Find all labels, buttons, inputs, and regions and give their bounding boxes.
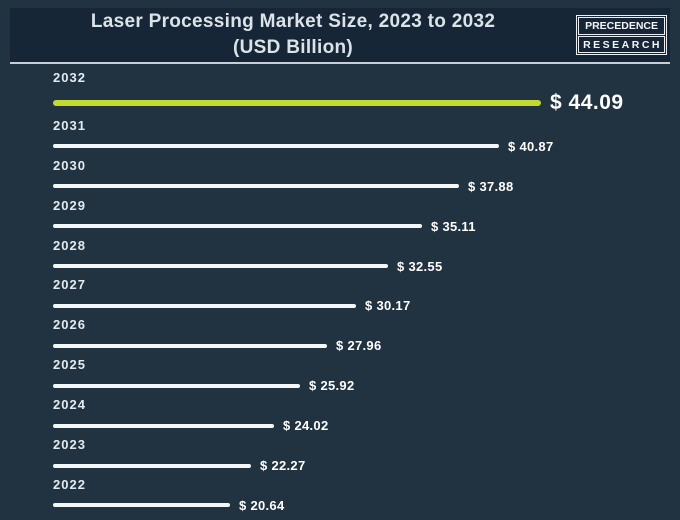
bar-line: $ 35.11 xyxy=(53,220,670,233)
value-label: $ 25.92 xyxy=(309,378,355,394)
chart-row-2023: 2023 $ 22.27 xyxy=(53,437,670,472)
value-label: $ 32.55 xyxy=(397,258,443,274)
year-label: 2028 xyxy=(53,237,86,253)
chart-header: Laser Processing Market Size, 2023 to 20… xyxy=(10,8,670,62)
chart-canvas: Laser Processing Market Size, 2023 to 20… xyxy=(0,8,680,520)
chart-rows: 2032 $ 44.09 2031 $ 40.87 2030 $ 37.88 2029 $ 3… xyxy=(53,70,670,512)
year-label: 2025 xyxy=(53,357,86,373)
year-label: 2030 xyxy=(53,157,86,173)
bar-line: $ 44.09 xyxy=(53,92,670,113)
chart-title: Laser Processing Market Size, 2023 to 20… xyxy=(10,9,576,60)
year-label: 2029 xyxy=(53,197,86,213)
bar-line: $ 25.92 xyxy=(53,379,670,392)
bar xyxy=(53,303,356,308)
precedence-research-logo: PRECEDENCE RESEARCH xyxy=(576,15,667,55)
value-label: $ 40.87 xyxy=(508,138,554,154)
bar xyxy=(53,343,327,348)
year-label: 2024 xyxy=(53,397,86,413)
chart-title-line2: (USD Billion) xyxy=(233,37,354,58)
value-label: $ 44.09 xyxy=(550,91,624,114)
bar xyxy=(53,463,251,468)
year-label: 2032 xyxy=(53,70,86,85)
year-label: 2023 xyxy=(53,437,86,453)
value-label: $ 37.88 xyxy=(468,178,514,194)
logo-line1: PRECEDENCE xyxy=(578,17,665,35)
value-label: $ 35.11 xyxy=(431,218,476,234)
value-label: $ 30.17 xyxy=(365,298,411,314)
bar-line: $ 27.96 xyxy=(53,339,670,352)
year-label: 2022 xyxy=(53,476,86,492)
chart-row-2032: 2032 $ 44.09 xyxy=(53,70,670,113)
bar xyxy=(53,423,274,428)
bar-line: $ 22.27 xyxy=(53,459,670,472)
bar-line: $ 40.87 xyxy=(53,140,670,153)
bar xyxy=(53,224,422,229)
bar xyxy=(53,383,300,388)
chart-row-2031: 2031 $ 40.87 xyxy=(53,118,670,153)
highlight-bar xyxy=(53,99,541,106)
chart-row-2025: 2025 $ 25.92 xyxy=(53,357,670,392)
value-label: $ 24.02 xyxy=(283,418,329,434)
chart-row-2024: 2024 $ 24.02 xyxy=(53,397,670,432)
bar-line: $ 20.64 xyxy=(53,499,670,512)
chart-row-2022: 2022 $ 20.64 xyxy=(53,477,670,512)
bar xyxy=(53,264,388,269)
year-label: 2031 xyxy=(53,117,86,133)
value-label: $ 20.64 xyxy=(239,497,285,513)
chart-row-2028: 2028 $ 32.55 xyxy=(53,238,670,273)
bar xyxy=(53,184,459,189)
bar xyxy=(53,144,499,149)
chart-row-2030: 2030 $ 37.88 xyxy=(53,158,670,193)
bar xyxy=(53,503,230,508)
chart-row-2026: 2026 $ 27.96 xyxy=(53,317,670,352)
value-label: $ 22.27 xyxy=(260,458,306,474)
value-label: $ 27.96 xyxy=(336,338,382,354)
bar-line: $ 32.55 xyxy=(53,260,670,273)
year-label: 2027 xyxy=(53,277,86,293)
header-separator-line xyxy=(10,62,670,64)
logo-line2: RESEARCH xyxy=(578,35,665,53)
bar-line: $ 30.17 xyxy=(53,299,670,312)
bar-line: $ 24.02 xyxy=(53,419,670,432)
bar-line: $ 37.88 xyxy=(53,180,670,193)
chart-row-2027: 2027 $ 30.17 xyxy=(53,277,670,312)
chart-title-line1: Laser Processing Market Size, 2023 to 20… xyxy=(90,11,496,33)
chart-row-2029: 2029 $ 35.11 xyxy=(53,198,670,233)
year-label: 2026 xyxy=(53,317,86,333)
